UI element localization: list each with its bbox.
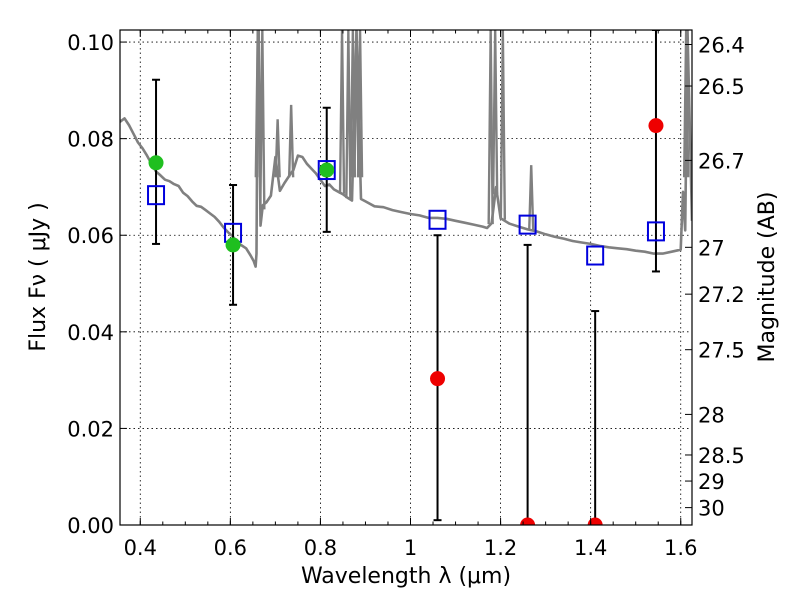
spectrum-spike xyxy=(274,119,281,178)
observed-point-detection xyxy=(148,155,164,171)
y-tick-label: 0.10 xyxy=(67,31,114,55)
y-tick-label: 0.04 xyxy=(67,321,114,345)
y2-tick-label: 26.7 xyxy=(698,149,745,173)
error-bars xyxy=(152,30,660,525)
x-tick-label: 1.4 xyxy=(574,536,607,560)
y-tick-label: 0.08 xyxy=(67,128,114,152)
spectrum-spike xyxy=(338,30,346,194)
grid-lines xyxy=(120,30,692,526)
y2-tick-label: 27 xyxy=(698,236,725,260)
observed-point-upper-limit xyxy=(430,371,446,387)
spectrum-spike xyxy=(487,30,494,225)
spectrum-spike xyxy=(491,30,499,195)
data-markers xyxy=(147,118,665,525)
observed-point-detection xyxy=(319,162,335,178)
model-point-square xyxy=(147,185,166,206)
spectrum-spike xyxy=(499,30,507,220)
y-tick-label: 0.06 xyxy=(67,224,114,248)
model-point-square xyxy=(428,209,447,230)
observed-point-detection xyxy=(225,237,241,253)
y2-tick-label: 26.5 xyxy=(698,75,745,99)
y-tick-label: 0.00 xyxy=(67,514,114,538)
observed-point-upper-limit xyxy=(587,517,603,525)
y2-tick-label: 30 xyxy=(698,497,725,521)
x-tick-label: 1 xyxy=(404,536,417,560)
x-tick-label: 0.4 xyxy=(124,536,157,560)
y-axis-label: Flux Fν ( μJy ) xyxy=(26,202,51,351)
spectrum-spike xyxy=(682,30,690,178)
x-tick-label: 1.2 xyxy=(484,536,517,560)
spectrum-line xyxy=(120,30,692,268)
plot-frame xyxy=(119,29,693,526)
model-point-square xyxy=(586,245,605,266)
y2-tick-label: 27.2 xyxy=(698,283,745,307)
y2-axis-label: Magnitude (AB) xyxy=(755,192,780,363)
y2-tick-label: 28 xyxy=(698,403,725,427)
x-tick-label: 0.8 xyxy=(304,536,337,560)
x-tick-label: 0.6 xyxy=(214,536,247,560)
model-point-square xyxy=(646,221,665,242)
y-tick-label: 0.02 xyxy=(67,417,114,441)
spectrum-spike xyxy=(287,104,295,178)
y2-tick-label: 28.5 xyxy=(698,444,745,468)
spectrum-spike xyxy=(345,30,352,199)
model-spectrum xyxy=(120,30,692,268)
observed-point-upper-limit xyxy=(520,517,536,525)
y2-tick-label: 27.5 xyxy=(698,339,745,363)
model-point-square xyxy=(518,214,537,235)
axis-ticks: 0.4 0.6 0.8 1 1.2 1.4 1.6 0.00 0.02 0.04 0.06 0.08 0… xyxy=(67,30,745,560)
spectrum-spike xyxy=(356,30,364,178)
spectrum-spike xyxy=(259,30,266,210)
y2-tick-label: 29 xyxy=(698,470,725,494)
spectrum-spike xyxy=(254,30,262,178)
spectrum-spike xyxy=(528,165,535,231)
x-tick-label: 1.6 xyxy=(664,536,697,560)
y2-tick-label: 26.4 xyxy=(698,33,745,57)
observed-point-upper-limit xyxy=(648,118,664,134)
x-axis-label: Wavelength λ (μm) xyxy=(301,564,511,589)
model-point-square xyxy=(317,160,336,181)
